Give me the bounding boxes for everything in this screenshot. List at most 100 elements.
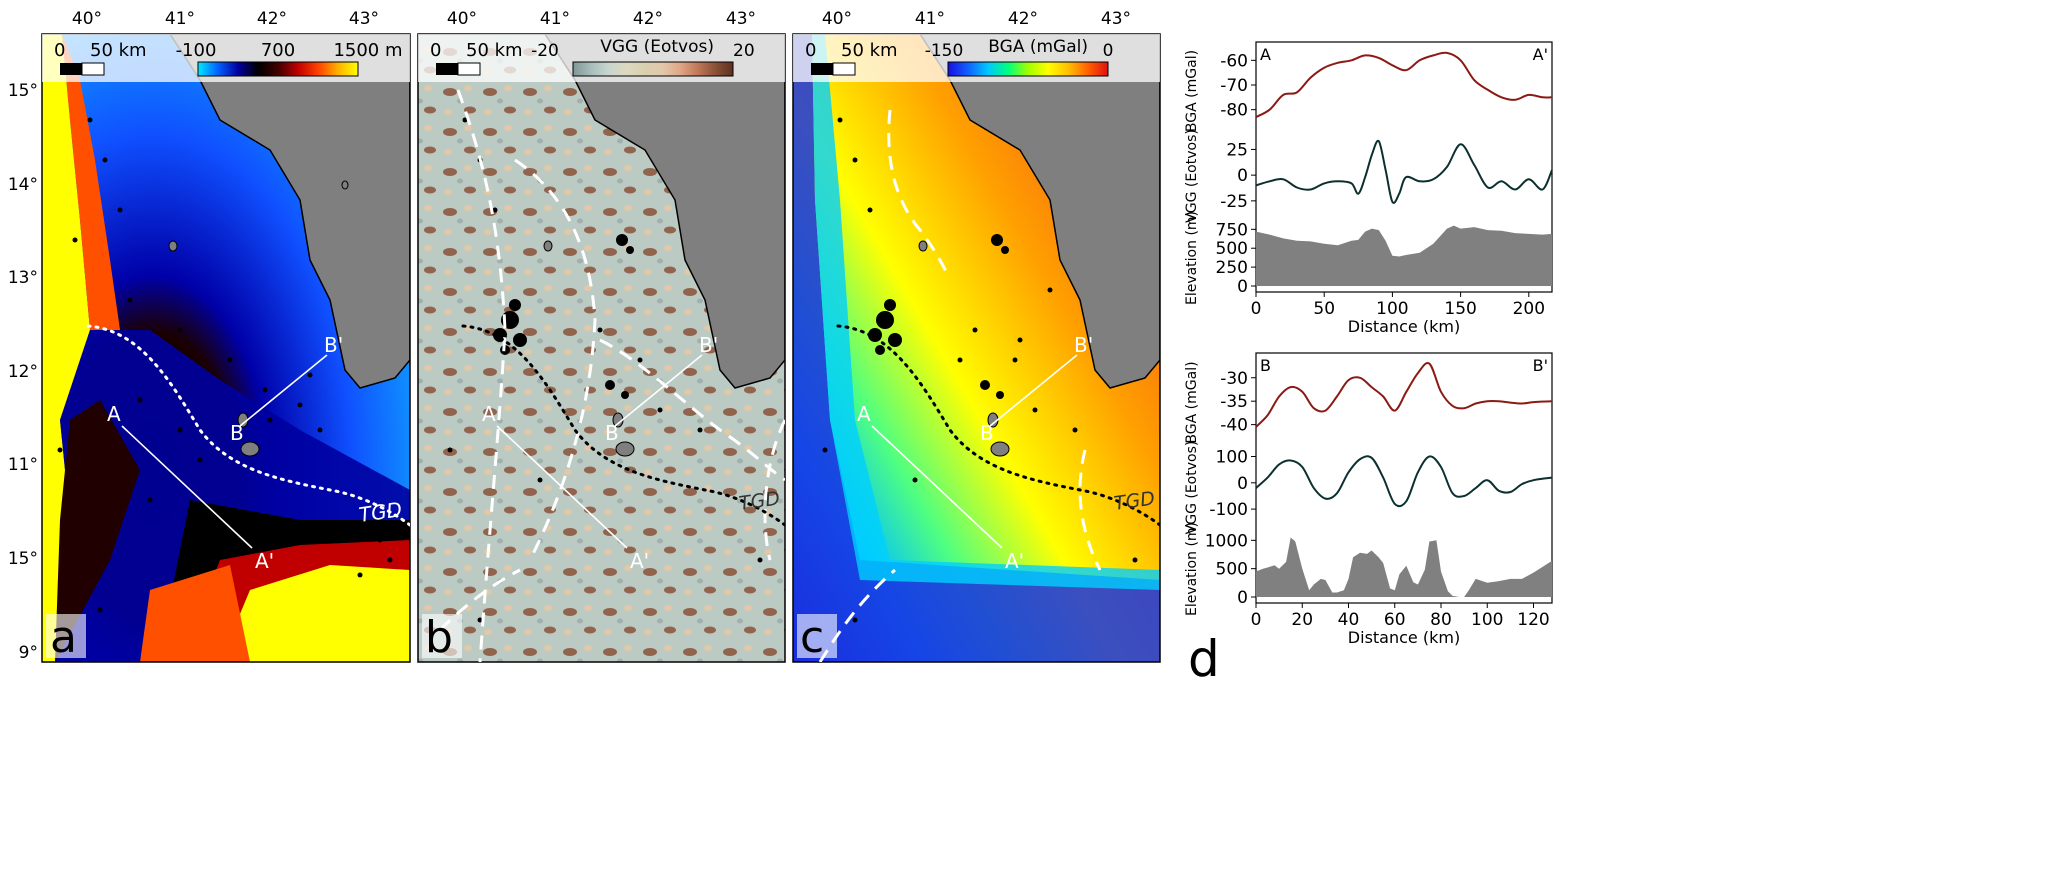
lon-labels: 40° 41° 42° 43° 40° 41° 42° 43° 40° 41° … bbox=[72, 9, 1131, 29]
panel-a-letter: a bbox=[50, 612, 77, 663]
panel-c-label-a-prime: A' bbox=[1005, 549, 1024, 573]
y-tick-label: 250 bbox=[1216, 258, 1248, 278]
x-tick-label: 200 bbox=[1513, 299, 1545, 319]
panel-a-label-b: B bbox=[230, 421, 244, 445]
lon-label-b-40: 40° bbox=[447, 9, 477, 29]
y-tick-label: -25 bbox=[1220, 192, 1248, 212]
panel-c-label-a: A bbox=[857, 402, 871, 426]
panel-b-colorbar bbox=[572, 61, 734, 77]
panel-a-scalebar: 0 50 km bbox=[54, 40, 147, 76]
x-tick-label: 0 bbox=[1251, 299, 1262, 319]
panel-d-letter: d bbox=[1188, 630, 1220, 688]
panel-a-elevation-map bbox=[42, 34, 410, 662]
y-tick-label: -35 bbox=[1220, 392, 1248, 412]
x-tick-label: 120 bbox=[1517, 610, 1549, 630]
lat-label-14: 14° bbox=[8, 175, 38, 195]
x-tick-label: 40 bbox=[1338, 610, 1360, 630]
lon-label-c-42: 42° bbox=[1008, 9, 1038, 29]
panel-c-cbar-tick-2: 0 bbox=[1103, 41, 1114, 61]
vgg-line bbox=[1255, 139, 1553, 204]
x-tick-label: 50 bbox=[1313, 299, 1335, 319]
panel-a-label-a-prime: A' bbox=[255, 549, 274, 573]
x-tick-label: 100 bbox=[1376, 299, 1408, 319]
y-tick-label: -60 bbox=[1220, 51, 1248, 71]
panel-a-profile-aa bbox=[121, 425, 253, 549]
x-axis-label: Distance (km) bbox=[1348, 317, 1460, 336]
panel-b-profile-aa bbox=[496, 425, 628, 549]
panel-c-cbar-title: BGA (mGal) bbox=[988, 37, 1088, 57]
panel-a-tgd-label: TGD bbox=[357, 497, 403, 527]
y-tick-label: 0 bbox=[1237, 166, 1248, 186]
y-tick-label: 0 bbox=[1237, 474, 1248, 494]
bga-line bbox=[1255, 362, 1553, 428]
y-tick-label: -40 bbox=[1220, 416, 1248, 436]
panel-c-profile-bb bbox=[989, 354, 1078, 427]
panel-c-scale-km: 50 km bbox=[841, 40, 898, 61]
panel-c-profile-aa bbox=[871, 425, 1003, 549]
panel-b-vgg-map bbox=[418, 34, 785, 662]
lon-label-b-43: 43° bbox=[726, 9, 756, 29]
lon-label-a-41: 41° bbox=[165, 9, 195, 29]
x-tick-label: 20 bbox=[1291, 610, 1313, 630]
lat-label-13: 13° bbox=[8, 268, 38, 288]
lon-label-c-40: 40° bbox=[822, 9, 852, 29]
panel-c-bga-map bbox=[793, 34, 1160, 662]
elevation-area bbox=[1256, 225, 1552, 286]
panel-a-labels: A A' B B' TGD bbox=[107, 333, 403, 573]
panel-b-scalebar: 0 50 km bbox=[430, 40, 523, 76]
x-tick-label: 150 bbox=[1444, 299, 1476, 319]
panel-c-scalebar: 0 50 km bbox=[805, 40, 898, 76]
panel-a-cbar-tick-3: 1500 m bbox=[333, 40, 402, 61]
panel-a-label-b-prime: B' bbox=[324, 333, 343, 357]
lon-label-c-41: 41° bbox=[915, 9, 945, 29]
lon-label-a-42: 42° bbox=[257, 9, 287, 29]
profile-start-label: A bbox=[1260, 45, 1271, 64]
y-tick-label: -80 bbox=[1220, 101, 1248, 121]
y-tick-label: 25 bbox=[1226, 140, 1248, 160]
panel-a-overlays bbox=[86, 324, 410, 549]
x-tick-label: 60 bbox=[1384, 610, 1406, 630]
lon-label-b-41: 41° bbox=[540, 9, 570, 29]
panel-a-scale-km: 50 km bbox=[90, 40, 147, 61]
panel-a-tgd-line bbox=[86, 324, 410, 527]
y-axis-label: VGG (Eotvos) bbox=[1184, 441, 1200, 535]
panel-c-labels: A A' B B' bbox=[857, 333, 1093, 573]
panel-c-cbar-tick-1: -150 bbox=[925, 41, 964, 61]
y-tick-label: 500 bbox=[1216, 560, 1248, 580]
y-axis-label: VGG (Eotvos) bbox=[1184, 129, 1200, 223]
y-tick-label: 500 bbox=[1216, 239, 1248, 259]
panel-b-label-b-prime: B' bbox=[699, 333, 718, 357]
lon-label-a-40: 40° bbox=[72, 9, 102, 29]
x-tick-label: 80 bbox=[1430, 610, 1452, 630]
y-axis-label: Elevation (m) bbox=[1184, 522, 1200, 616]
panel-b-label-a: A bbox=[482, 402, 496, 426]
panel-a-cbar-tick-1: -100 bbox=[176, 40, 217, 61]
y-tick-label: 750 bbox=[1216, 220, 1248, 240]
lat-label-11: 11° bbox=[8, 455, 38, 475]
panel-c-letter: c bbox=[800, 612, 824, 663]
panel-c-tgd-line bbox=[836, 324, 1160, 527]
elevation-area bbox=[1256, 537, 1552, 597]
lon-label-b-42: 42° bbox=[633, 9, 663, 29]
panel-b-scale-km: 50 km bbox=[466, 40, 523, 61]
panel-b-cbar-tick-1: -20 bbox=[531, 41, 559, 61]
profile-end-label: B' bbox=[1533, 356, 1548, 375]
panel-b-tgd-line bbox=[461, 324, 785, 527]
y-tick-label: 100 bbox=[1216, 448, 1248, 468]
lat-label-12: 12° bbox=[8, 362, 38, 382]
panel-c-colorbar bbox=[947, 61, 1109, 77]
y-tick-label: 0 bbox=[1237, 277, 1248, 297]
panel-b-scale-zero: 0 bbox=[430, 40, 441, 61]
panel-b-cbar-title: VGG (Eotvos) bbox=[600, 37, 714, 57]
y-tick-label: 1000 bbox=[1205, 531, 1248, 551]
panel-a-profile-bb bbox=[239, 354, 328, 427]
panel-b-labels: A A' B B' bbox=[482, 333, 718, 573]
panel-a-label-a: A bbox=[107, 402, 121, 426]
panel-b-cbar-tick-2: 20 bbox=[733, 41, 755, 61]
lat-label-9: 9° bbox=[19, 643, 38, 663]
panel-c-label-b-prime: B' bbox=[1074, 333, 1093, 357]
bga-line bbox=[1255, 51, 1553, 118]
